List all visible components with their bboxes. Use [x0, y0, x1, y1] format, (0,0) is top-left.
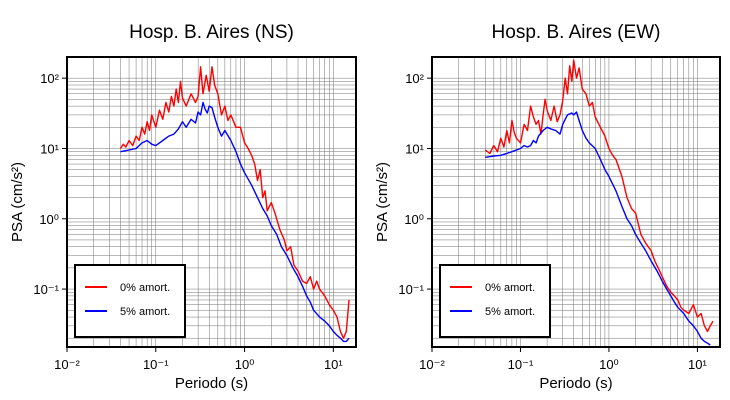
x-tick-label: 10¹ — [324, 357, 343, 372]
chart-title: Hosp. B. Aires (EW) — [492, 22, 661, 43]
chart-panel-ew: Hosp. B. Aires (EW) 10⁻² 10⁻¹ 10⁰ 10¹ 10⁻¹ 10⁰… — [374, 22, 721, 392]
grid — [66, 56, 356, 347]
legend: 0% amort. 5% amort. — [74, 264, 186, 338]
y-tick-label: 10⁰ — [404, 212, 424, 227]
y-tick-label: 10¹ — [40, 141, 59, 156]
y-tick-label: 10⁻¹ — [33, 282, 59, 297]
legend: 0% amort. 5% amort. — [439, 264, 551, 338]
x-tick-label: 10⁰ — [599, 357, 619, 372]
legend-label: 0% amort. — [485, 282, 535, 294]
legend-box — [439, 264, 551, 338]
legend-label: 5% amort. — [120, 306, 170, 318]
x-axis-label: Periodo (s) — [539, 375, 612, 392]
legend-label: 0% amort. — [120, 282, 170, 294]
y-tick-label: 10⁰ — [39, 212, 59, 227]
chart-title: Hosp. B. Aires (NS) — [129, 22, 294, 43]
grid — [431, 56, 720, 347]
x-tick-label: 10⁻² — [419, 357, 445, 372]
y-axis-label: PSA (cm/s²) — [374, 162, 391, 242]
y-tick-label: 10⁻¹ — [398, 282, 424, 297]
series-line-0pct — [484, 59, 714, 333]
plot-frame — [431, 56, 721, 348]
x-tick-label: 10⁻¹ — [143, 357, 169, 372]
legend-box — [74, 264, 186, 338]
y-tick-label: 10² — [40, 71, 59, 86]
x-tick-label: 10⁻² — [54, 357, 80, 372]
x-tick-label: 10¹ — [688, 357, 707, 372]
x-axis-label: Periodo (s) — [175, 375, 248, 392]
y-axis-label: PSA (cm/s²) — [9, 162, 26, 242]
plot-frame — [66, 56, 357, 348]
series-line-5pct — [485, 111, 711, 346]
x-tick-label: 10⁻¹ — [508, 357, 534, 372]
y-tick-label: 10¹ — [405, 141, 424, 156]
series-line-0pct — [119, 66, 350, 339]
legend-label: 5% amort. — [485, 306, 535, 318]
y-tick-label: 10² — [405, 71, 424, 86]
series-line-5pct — [120, 101, 350, 343]
chart-panel-ns: Hosp. B. Aires (NS) 10⁻² 10⁻¹ 10⁰ 10¹ 10⁻¹ 10⁰… — [9, 22, 357, 392]
x-tick-label: 10⁰ — [235, 357, 255, 372]
